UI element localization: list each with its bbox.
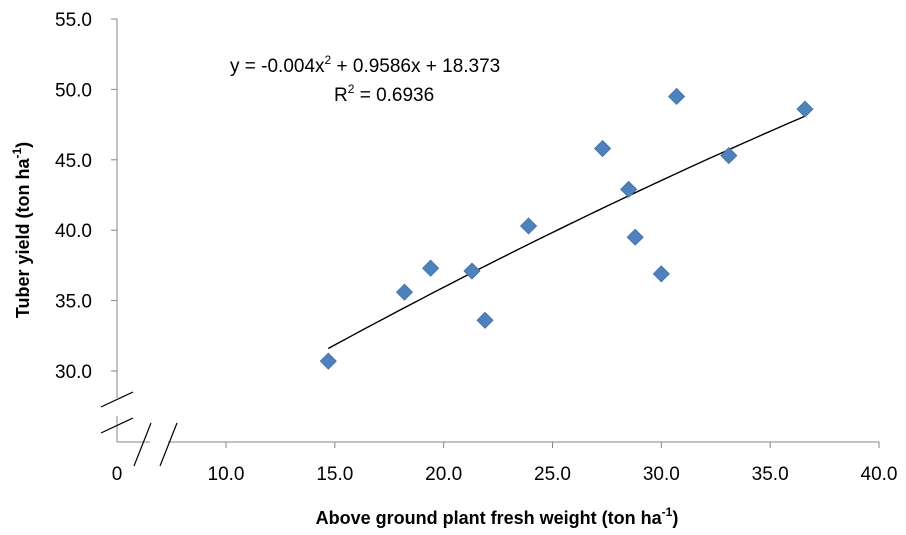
x-tick-label: 20.0 — [425, 464, 462, 485]
y-tick-label: 50.0 — [55, 80, 92, 101]
x-tick-label: 40.0 — [861, 464, 898, 485]
trendline-equation: y = -0.004x2 + 0.9586x + 18.373 — [230, 53, 500, 77]
data-point — [476, 311, 494, 329]
data-point — [519, 217, 538, 235]
data-point — [720, 147, 738, 165]
r-squared-label: R2 = 0.6936 — [334, 82, 434, 106]
y-axis-break — [100, 391, 134, 434]
x-axis-break — [133, 422, 178, 467]
data-point — [593, 139, 612, 158]
data-point — [652, 265, 670, 283]
x-tick-label: 30.0 — [643, 464, 680, 485]
polynomial-trendline — [327, 115, 806, 350]
y-axis-title: Tuber yield (ton ha-1) — [10, 142, 33, 318]
data-point — [620, 180, 638, 198]
y-tick-label: 55.0 — [55, 10, 92, 31]
x-tick-label: 10.0 — [208, 464, 245, 485]
x-tick-label: 35.0 — [752, 464, 789, 485]
data-point — [796, 100, 814, 118]
data-point — [395, 283, 414, 301]
x-axis-ticks: 10.0 15.0 20.0 25.0 30.0 35.0 40.0 — [208, 442, 898, 485]
y-tick-label: 30.0 — [55, 362, 92, 383]
data-point — [626, 228, 644, 246]
y-axis-ticks: 30.0 35.0 40.0 45.0 50.0 55.0 — [55, 10, 117, 383]
x-tick-label: 15.0 — [316, 464, 353, 485]
y-tick-label: 35.0 — [55, 292, 92, 313]
y-tick-label: 45.0 — [55, 151, 92, 172]
x-tick-label: 25.0 — [534, 464, 571, 485]
data-point — [422, 259, 440, 277]
y-tick-label: 40.0 — [55, 221, 92, 242]
data-point — [463, 262, 481, 280]
data-points — [319, 87, 814, 370]
data-point — [668, 87, 686, 106]
data-point — [319, 352, 337, 370]
x-break-label: 0 — [112, 464, 123, 485]
x-axis-title: Above ground plant fresh weight (ton ha-… — [316, 505, 679, 528]
